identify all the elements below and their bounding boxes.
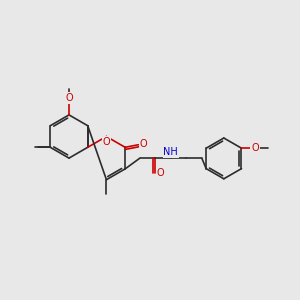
Text: O: O (103, 137, 110, 147)
Text: O: O (140, 139, 148, 149)
Text: O: O (65, 93, 73, 103)
Text: O: O (157, 168, 164, 178)
Text: NH: NH (163, 147, 178, 158)
Text: O: O (251, 143, 259, 153)
